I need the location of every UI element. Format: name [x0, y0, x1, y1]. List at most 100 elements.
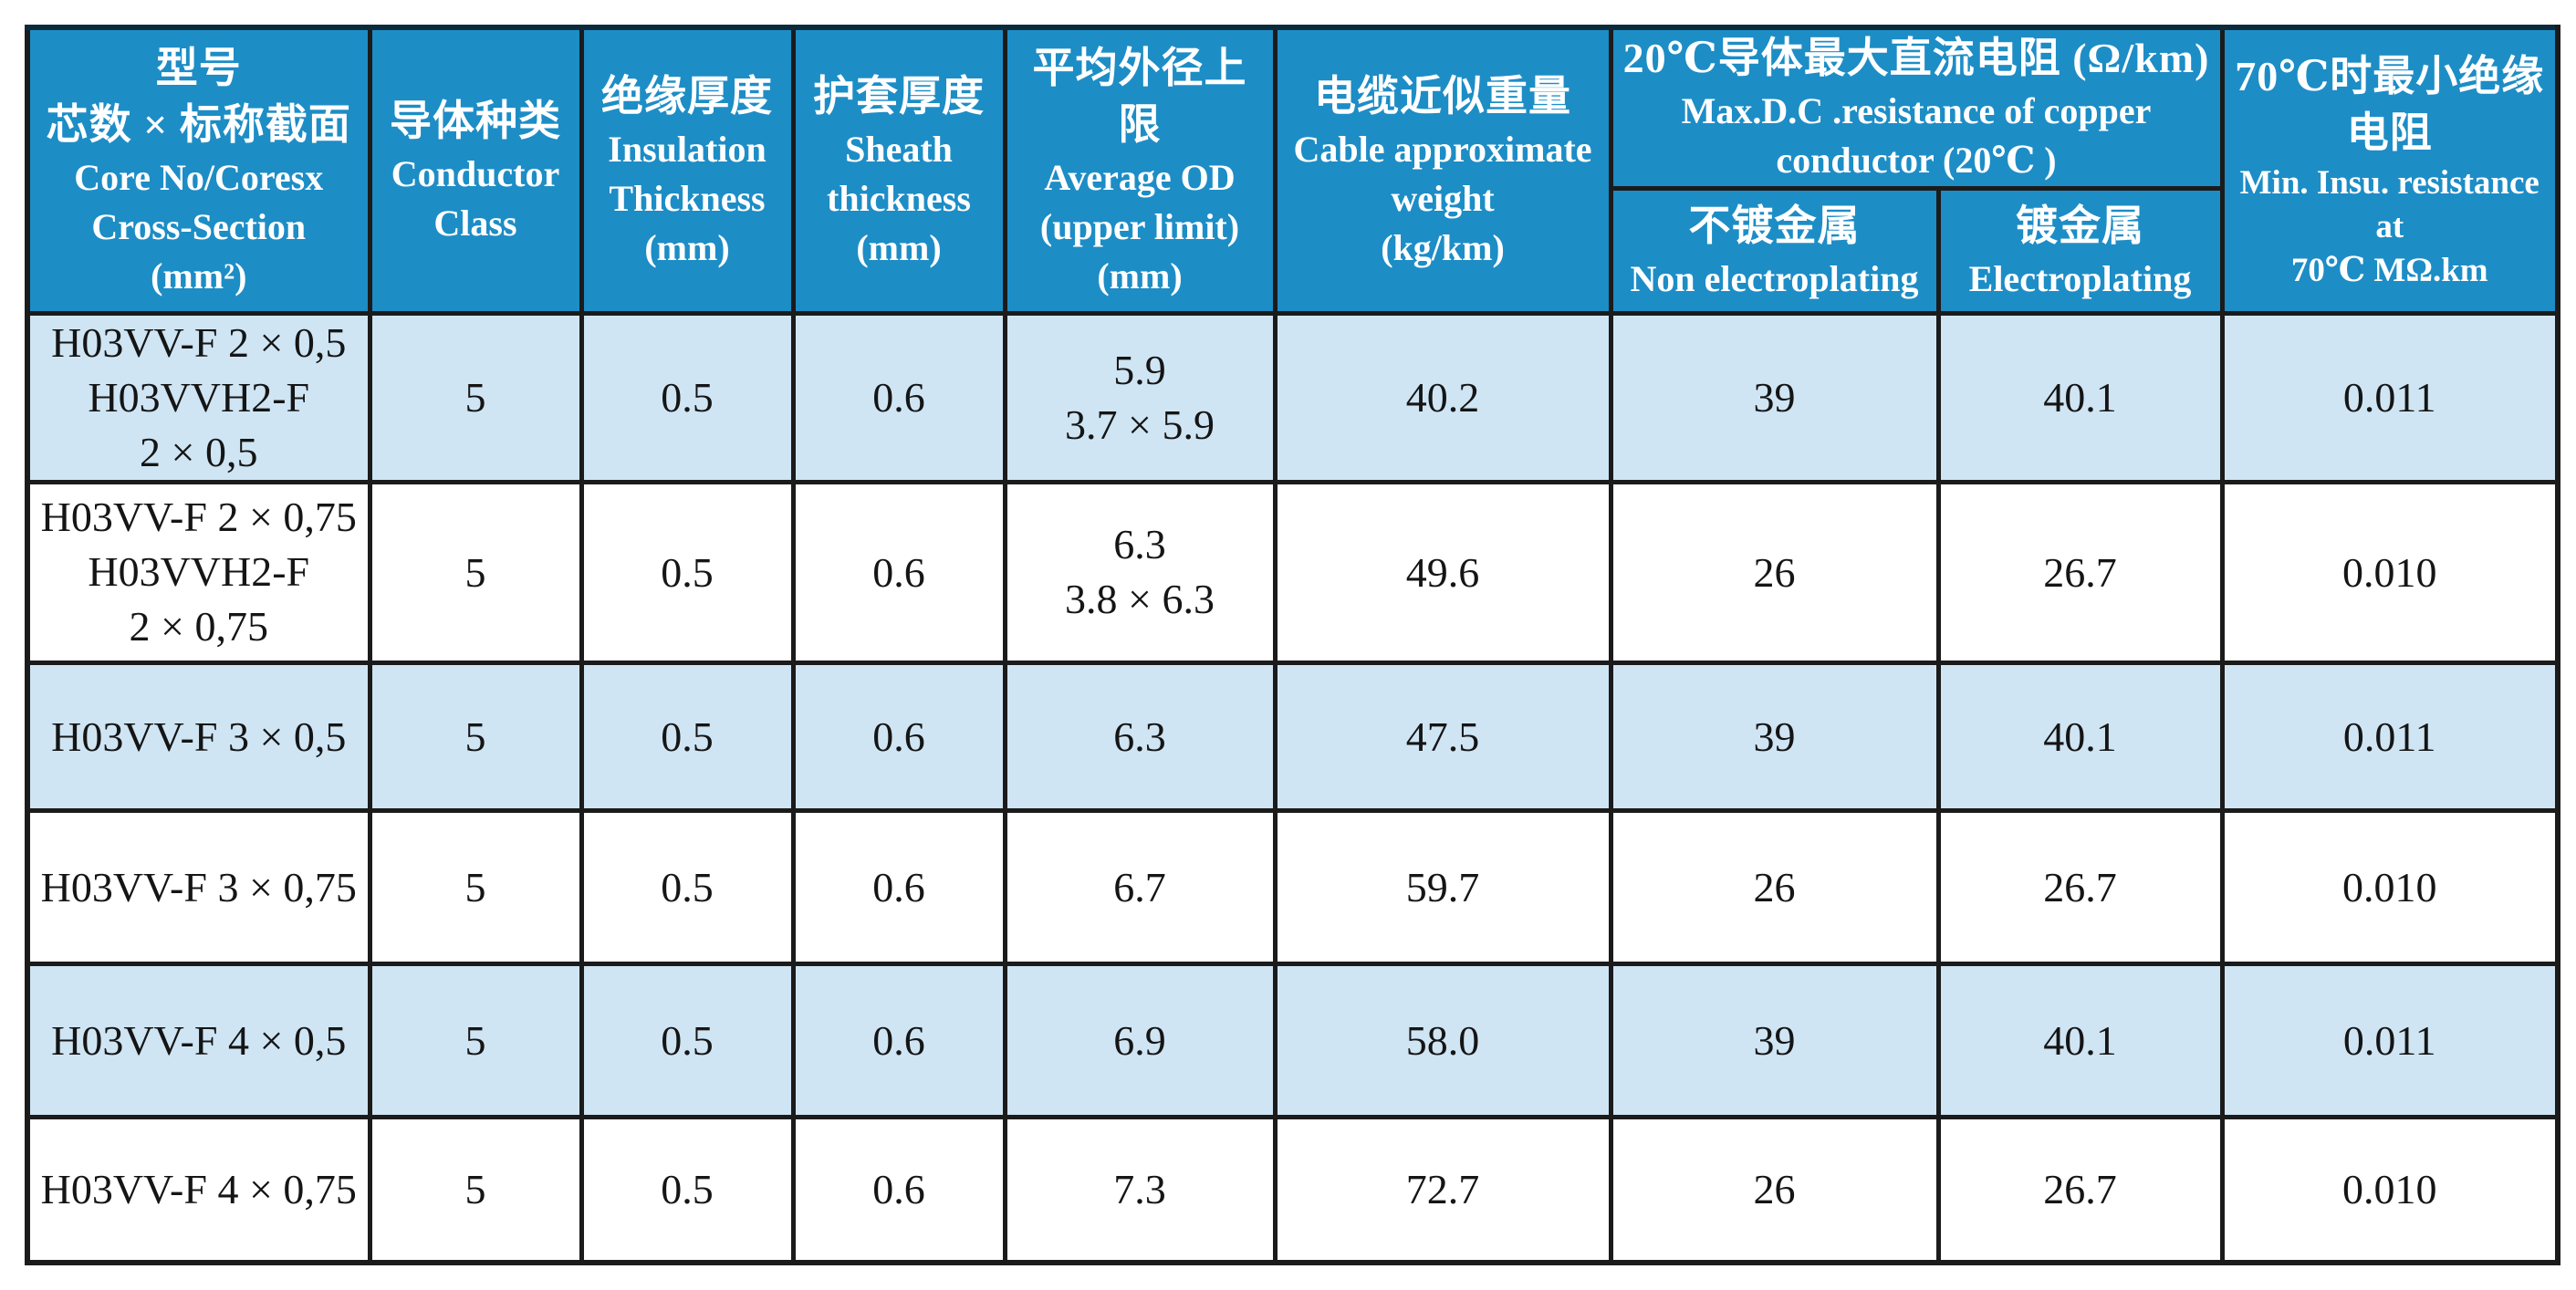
text-line: 平均外径上限: [1032, 44, 1247, 148]
text-line: Electroplating: [1968, 257, 2192, 299]
text-line: Max.D.C .resistance of copper: [1681, 90, 2152, 132]
weight-cell: 59.7: [1272, 807, 1613, 966]
min-insu-cell: 0.010: [2219, 1114, 2560, 1265]
text-line: Insulation: [608, 128, 767, 170]
text-line: (mm): [644, 226, 730, 268]
plated-cell: 26.7: [1935, 1114, 2225, 1265]
text-line: 导体种类: [390, 97, 561, 144]
text-line: H03VVH2-F: [88, 548, 310, 595]
table-row: H03VV-F 2 × 0,5 H03VVH2-F 2 × 0,5 5 0.5 …: [25, 310, 2560, 484]
plated-cell: 40.1: [1935, 310, 2225, 484]
text-line: Thickness: [609, 177, 766, 219]
weight-cell: 49.6: [1272, 479, 1613, 665]
text-line: Conductor: [391, 152, 560, 194]
insulation-cell: 0.5: [579, 807, 796, 966]
sheath-cell: 0.6: [790, 961, 1007, 1119]
text-line: Core No/Coresx: [74, 156, 324, 198]
text-line: (mm²): [151, 255, 247, 296]
cable-spec-table: 型号 芯数 × 标称截面 Core No/Coresx Cross-Sectio…: [25, 25, 2560, 1265]
model-cell: H03VV-F 3 × 0,5: [25, 660, 372, 813]
sheath-cell: 0.6: [790, 1114, 1007, 1265]
header-min-insulation-resistance: 70℃时最小绝缘 电阻 Min. Insu. resistance at 70℃…: [2219, 25, 2560, 316]
text-line: Sheath: [845, 128, 953, 170]
text-line: 5.9: [1113, 346, 1166, 393]
weight-cell: 58.0: [1272, 961, 1613, 1119]
header-sheath-thickness: 护套厚度 Sheath thickness (mm): [790, 25, 1007, 316]
conductor-class-cell: 5: [367, 807, 584, 966]
insulation-cell: 0.5: [579, 1114, 796, 1265]
sheath-cell: 0.6: [790, 807, 1007, 966]
text-line: Non electroplating: [1630, 257, 1919, 299]
text-line: thickness: [827, 177, 971, 219]
sheath-cell: 0.6: [790, 479, 1007, 665]
insulation-cell: 0.5: [579, 660, 796, 813]
header-cable-weight: 电缆近似重量 Cable approximate weight (kg/km): [1272, 25, 1613, 316]
text-line: 2 × 0,75: [129, 603, 268, 650]
model-cell: H03VV-F 2 × 0,75 H03VVH2-F 2 × 0,75: [25, 479, 372, 665]
text-line: 70℃ MΩ.km: [2290, 251, 2488, 289]
non-plated-cell: 26: [1608, 807, 1941, 966]
header-average-od: 平均外径上限 Average OD (upper limit) (mm): [1002, 25, 1278, 316]
header-model: 型号 芯数 × 标称截面 Core No/Coresx Cross-Sectio…: [25, 25, 372, 316]
plated-cell: 26.7: [1935, 479, 2225, 665]
table-row: H03VV-F 4 × 0,75 5 0.5 0.6 7.3 72.7 26 2…: [25, 1114, 2560, 1265]
plated-cell: 40.1: [1935, 660, 2225, 813]
text-line: 电缆近似重量: [1314, 72, 1571, 120]
model-cell: H03VV-F 2 × 0,5 H03VVH2-F 2 × 0,5: [25, 310, 372, 484]
insulation-cell: 0.5: [579, 479, 796, 665]
model-cell: H03VV-F 4 × 0,5: [25, 961, 372, 1119]
plated-cell: 40.1: [1935, 961, 2225, 1119]
text-line: 不镀金属: [1688, 202, 1861, 249]
od-cell: 6.3 3.8 × 6.3: [1002, 479, 1278, 665]
table-row: H03VV-F 2 × 0,75 H03VVH2-F 2 × 0,75 5 0.…: [25, 479, 2560, 665]
text-line: H03VV-F 2 × 0,5: [51, 318, 347, 366]
od-cell: 6.3: [1002, 660, 1278, 813]
model-cell: H03VV-F 3 × 0,75: [25, 807, 372, 966]
text-line: 护套厚度: [813, 72, 985, 120]
text-line: 2 × 0,5: [140, 428, 258, 475]
min-insu-cell: 0.010: [2219, 807, 2560, 966]
od-cell: 7.3: [1002, 1114, 1278, 1265]
insulation-cell: 0.5: [579, 961, 796, 1119]
weight-cell: 47.5: [1272, 660, 1613, 813]
text-line: H03VVH2-F: [88, 373, 310, 421]
min-insu-cell: 0.011: [2219, 660, 2560, 813]
table-row: H03VV-F 4 × 0,5 5 0.5 0.6 6.9 58.0 39 40…: [25, 961, 2560, 1119]
non-plated-cell: 39: [1608, 961, 1941, 1119]
sheath-cell: 0.6: [790, 660, 1007, 813]
table-row: H03VV-F 3 × 0,5 5 0.5 0.6 6.3 47.5 39 40…: [25, 660, 2560, 813]
text-line: 3.8 × 6.3: [1065, 576, 1215, 622]
plated-cell: 26.7: [1935, 807, 2225, 966]
text-line: (mm): [1097, 255, 1183, 296]
text-line: 绝缘厚度: [601, 72, 773, 120]
text-line: (kg/km): [1381, 226, 1505, 268]
weight-cell: 40.2: [1272, 310, 1613, 484]
text-line: Cable approximate: [1293, 128, 1592, 170]
non-plated-cell: 39: [1608, 660, 1941, 813]
od-cell: 6.9: [1002, 961, 1278, 1119]
conductor-class-cell: 5: [367, 479, 584, 665]
text-line: (mm): [856, 226, 942, 268]
sheath-cell: 0.6: [790, 310, 1007, 484]
header-conductor-class: 导体种类 Conductor Class: [367, 25, 584, 316]
text-line: 电阻: [2346, 109, 2433, 156]
text-line: 型号: [155, 44, 242, 91]
text-line: 70℃时最小绝缘: [2235, 52, 2545, 99]
min-insu-cell: 0.011: [2219, 310, 2560, 484]
text-line: 3.7 × 5.9: [1065, 401, 1215, 448]
model-cell: H03VV-F 4 × 0,75: [25, 1114, 372, 1265]
weight-cell: 72.7: [1272, 1114, 1613, 1265]
non-plated-cell: 39: [1608, 310, 1941, 484]
text-line: conductor (20℃ ): [1776, 140, 2057, 182]
non-plated-cell: 26: [1608, 479, 1941, 665]
header-insulation-thickness: 绝缘厚度 Insulation Thickness (mm): [579, 25, 796, 316]
text-line: Min. Insu. resistance at: [2239, 163, 2539, 245]
text-line: (upper limit): [1039, 205, 1240, 247]
text-line: Class: [433, 202, 517, 244]
header-dc-resistance-group: 20℃导体最大直流电阻 (Ω/km) Max.D.C .resistance o…: [1608, 25, 2225, 191]
insulation-cell: 0.5: [579, 310, 796, 484]
header-non-electroplating: 不镀金属 Non electroplating: [1608, 185, 1941, 316]
od-cell: 5.9 3.7 × 5.9: [1002, 310, 1278, 484]
table-row: H03VV-F 3 × 0,75 5 0.5 0.6 6.7 59.7 26 2…: [25, 807, 2560, 966]
